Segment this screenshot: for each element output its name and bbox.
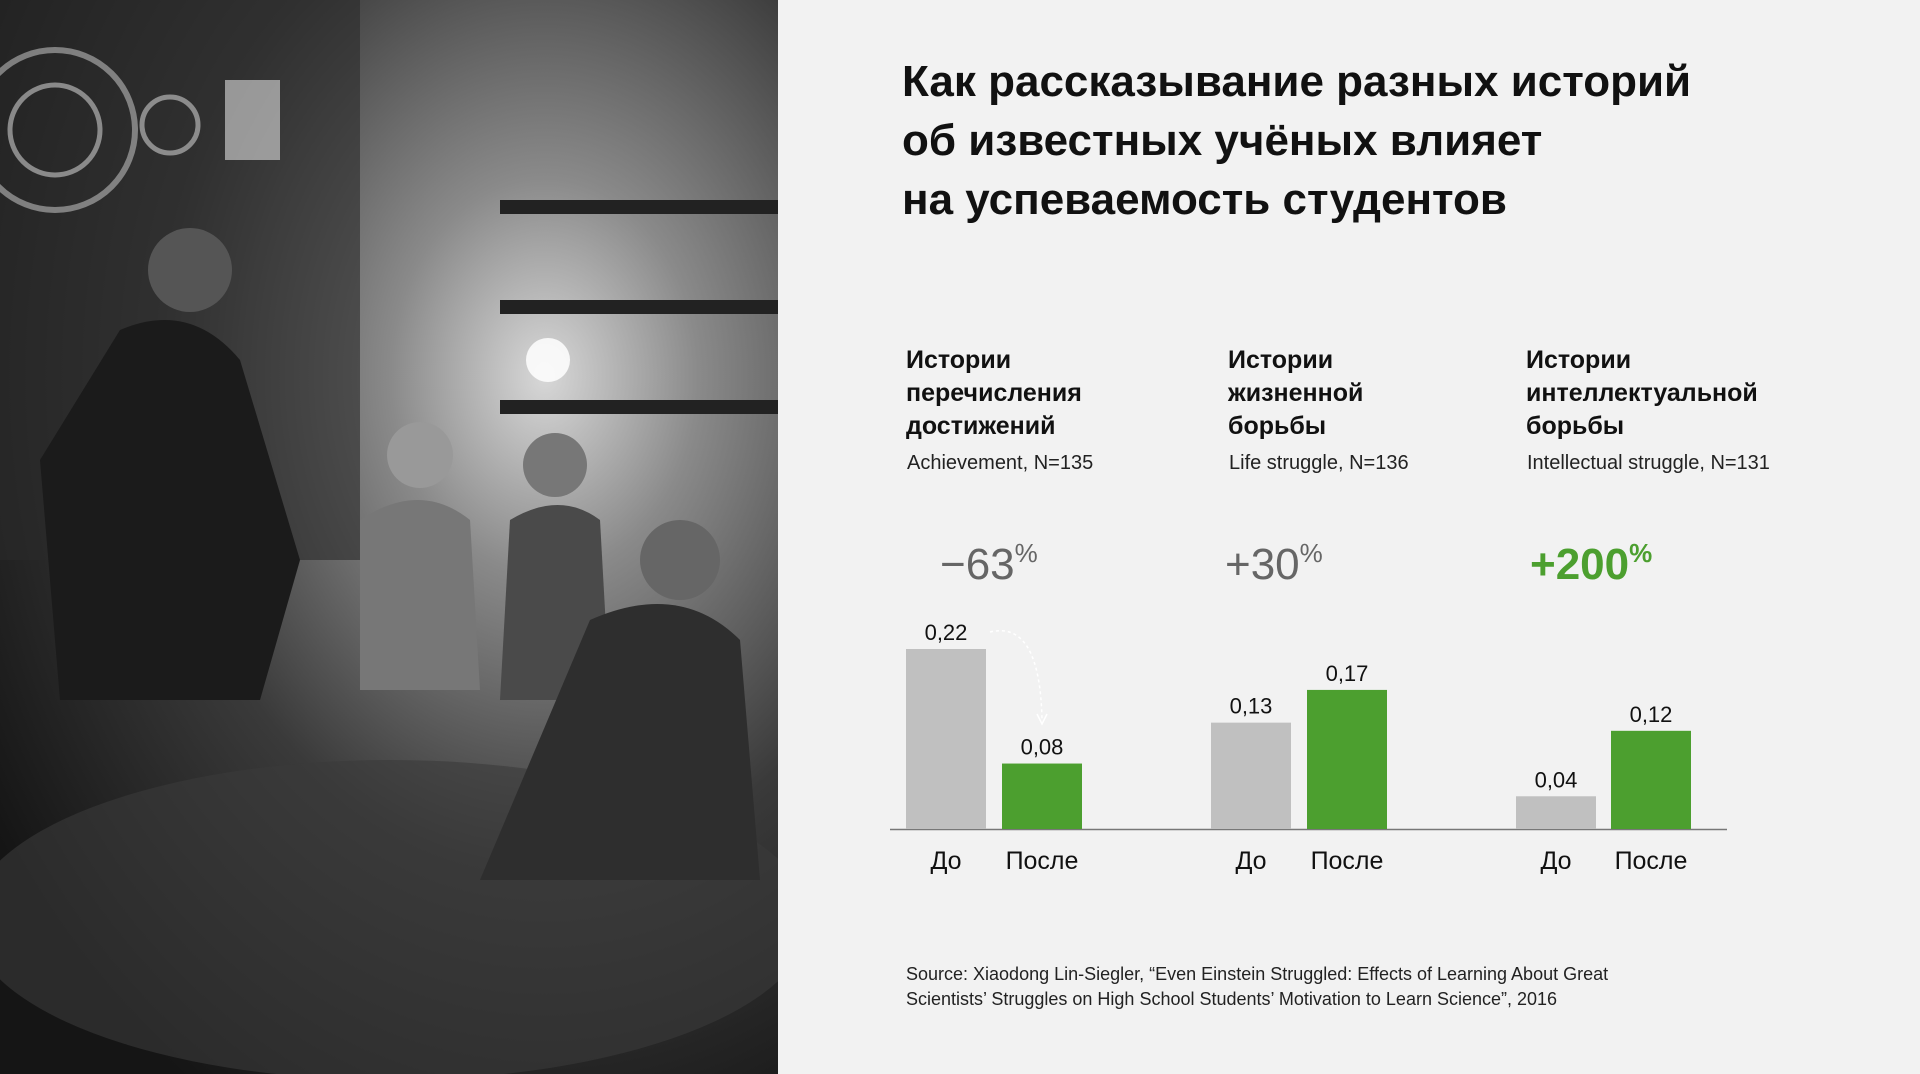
page-title: Как рассказывание разных историй об изве… xyxy=(902,52,1862,229)
bar-after xyxy=(1611,730,1691,829)
category-label: До xyxy=(1235,847,1266,875)
category-label: До xyxy=(1540,847,1571,875)
bar-value-label: 0,12 xyxy=(1630,702,1673,727)
change-unit: % xyxy=(1629,538,1653,568)
title-line: Как рассказывание разных историй xyxy=(902,57,1692,106)
arrow-icon xyxy=(989,630,1043,721)
bar-after xyxy=(1002,763,1082,829)
change-value: +200 xyxy=(1530,540,1630,589)
group-title: Истории жизненной борьбы xyxy=(1228,344,1363,443)
arrow-head-icon xyxy=(1036,713,1048,726)
group-title-line: интеллектуальной xyxy=(1526,379,1758,407)
group-title-line: Истории xyxy=(1526,346,1632,374)
group-title-line: жизненной xyxy=(1228,379,1364,407)
bar-before xyxy=(1516,796,1596,829)
source-line: Scientists’ Struggles on High School Stu… xyxy=(906,989,1558,1009)
source-citation: Source: Xiaodong Lin-Siegler, “Even Eins… xyxy=(906,962,1608,1012)
group-title-line: борьбы xyxy=(1228,412,1327,440)
source-line: Source: Xiaodong Lin-Siegler, “Even Eins… xyxy=(906,964,1609,984)
category-label: До xyxy=(930,847,961,875)
bar-value-label: 0,22 xyxy=(925,620,968,645)
bar-value-label: 0,04 xyxy=(1535,767,1578,792)
group-subtitle: Life struggle, N=136 xyxy=(1229,452,1409,474)
group-title: Истории интеллектуальной борьбы xyxy=(1526,344,1758,443)
bar-value-label: 0,13 xyxy=(1230,694,1273,719)
change-value: −63 xyxy=(940,540,1015,589)
group-title-line: достижений xyxy=(906,412,1056,440)
category-label: После xyxy=(1311,847,1384,875)
group-title-line: Истории xyxy=(1228,346,1334,374)
bar-before xyxy=(1211,722,1291,829)
bar-before xyxy=(906,649,986,829)
change-value: +30 xyxy=(1225,540,1300,589)
category-label: После xyxy=(1006,847,1079,875)
change-percent: +30% xyxy=(1225,538,1323,590)
group-title: Истории перечисления достижений xyxy=(906,344,1082,443)
group-title-line: борьбы xyxy=(1526,412,1625,440)
change-unit: % xyxy=(1299,538,1323,568)
title-line: на успеваемость студентов xyxy=(902,175,1507,224)
change-percent: +200% xyxy=(1530,538,1653,590)
group-subtitle: Achievement, N=135 xyxy=(907,452,1094,474)
bar-after xyxy=(1307,689,1387,829)
photo-illustration xyxy=(0,0,778,1074)
change-unit: % xyxy=(1014,538,1038,568)
photo-classroom-storytelling xyxy=(0,0,778,1074)
title-line: об известных учёных влияет xyxy=(902,116,1543,165)
bar-value-label: 0,17 xyxy=(1326,661,1369,686)
group-title-line: Истории xyxy=(906,346,1012,374)
category-label: После xyxy=(1615,847,1688,875)
bar-value-label: 0,08 xyxy=(1021,735,1064,760)
change-percent: −63% xyxy=(940,538,1038,590)
group-subtitle: Intellectual struggle, N=131 xyxy=(1527,452,1770,474)
group-title-line: перечисления xyxy=(906,379,1082,407)
